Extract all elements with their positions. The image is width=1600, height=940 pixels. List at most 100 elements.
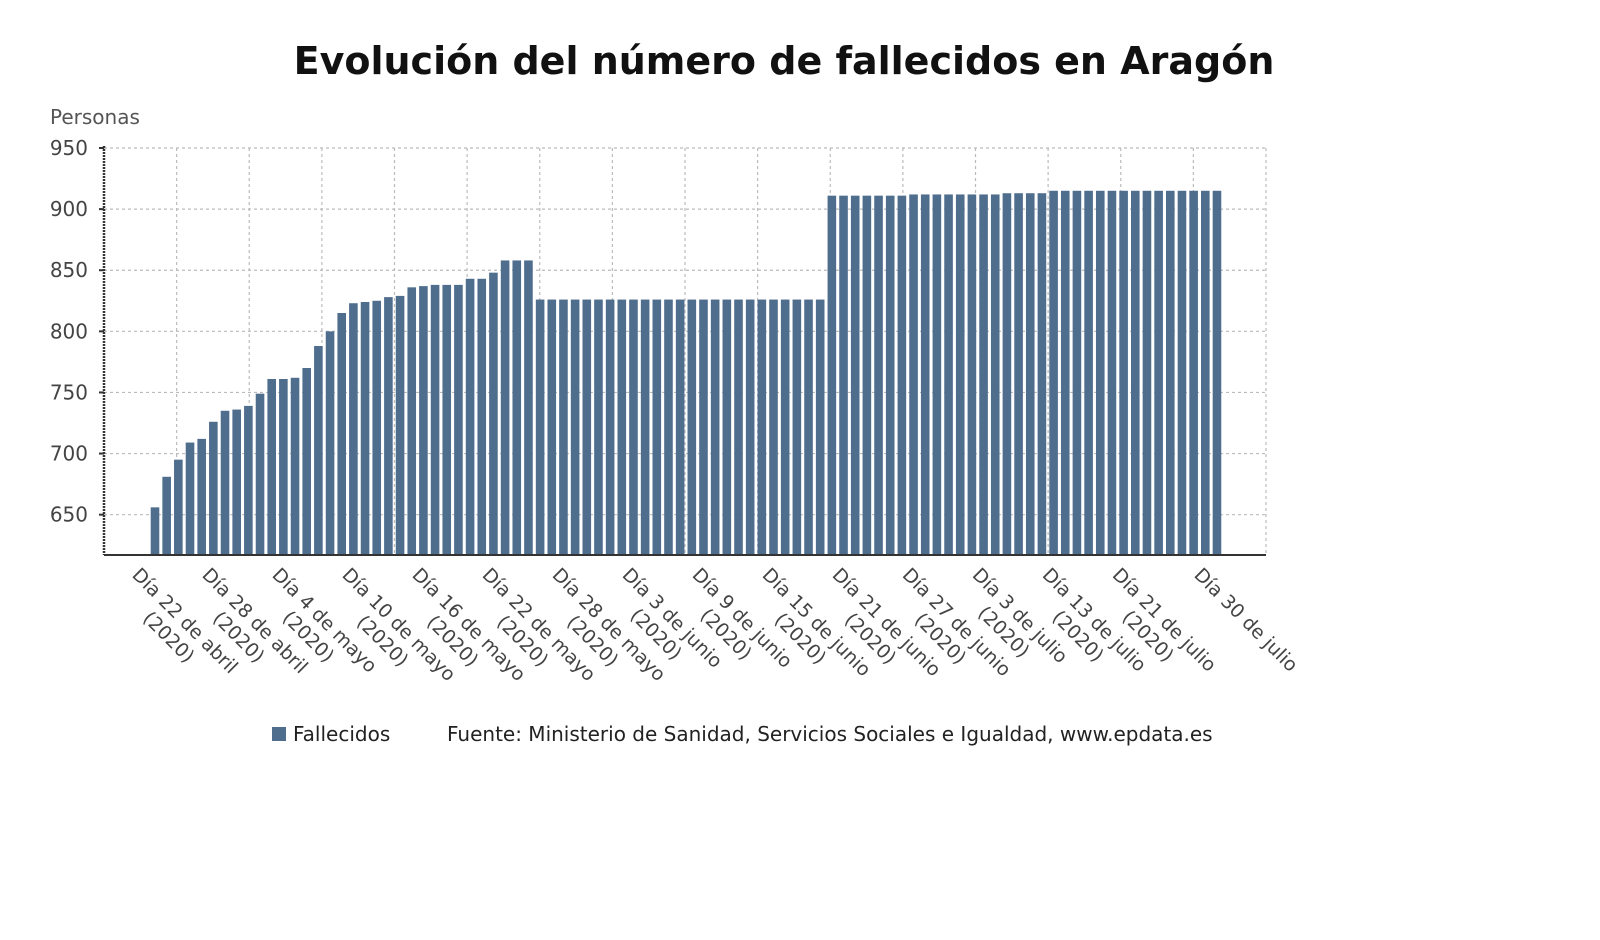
bar <box>605 299 615 555</box>
bar <box>1201 190 1210 555</box>
y-tick-label: 800 <box>50 319 88 343</box>
bar <box>1119 190 1128 555</box>
bar <box>827 195 837 555</box>
y-tick-label: 700 <box>50 442 88 466</box>
y-axis-label: Personas <box>50 105 140 129</box>
bar <box>465 278 475 555</box>
bar <box>629 299 638 555</box>
bar <box>232 409 241 555</box>
bar <box>675 299 685 555</box>
bar <box>500 260 510 555</box>
legend: Fallecidos Fuente: Ministerio de Sanidad… <box>272 722 1213 746</box>
bar <box>885 195 895 555</box>
bar <box>185 442 195 555</box>
chart-title: Evolución del número de fallecidos en Ar… <box>294 39 1275 83</box>
bar <box>839 195 848 555</box>
bar <box>617 299 627 555</box>
bar <box>1072 190 1082 555</box>
bar <box>745 299 755 555</box>
bar <box>162 476 171 555</box>
bar <box>489 272 498 555</box>
bar <box>1095 190 1105 555</box>
bar <box>990 194 1000 555</box>
bar <box>360 302 370 555</box>
bar <box>640 299 650 555</box>
bar <box>780 299 790 555</box>
source-note: Fuente: Ministerio de Sanidad, Servicios… <box>447 722 1213 746</box>
y-tick-label: 850 <box>50 258 88 282</box>
bar <box>652 299 662 555</box>
bar <box>1025 193 1035 555</box>
y-tick-labels: 650 700 750 800 850 900 950 <box>50 136 88 527</box>
bar <box>582 299 592 555</box>
bar <box>1165 190 1175 555</box>
bar <box>932 194 942 555</box>
bar <box>209 421 218 555</box>
bar <box>150 507 160 555</box>
bar <box>955 194 965 555</box>
bar <box>1154 190 1163 555</box>
y-tick-label: 950 <box>50 136 88 160</box>
bar <box>874 195 883 555</box>
bar <box>757 299 767 555</box>
bar <box>512 260 522 555</box>
bar <box>220 410 230 555</box>
bar <box>850 195 860 555</box>
bar <box>325 331 335 555</box>
y-tick-label: 750 <box>50 380 88 404</box>
bars <box>150 190 1222 555</box>
y-tick-label: 900 <box>50 197 88 221</box>
bar <box>267 379 276 555</box>
bar <box>290 377 300 555</box>
bar <box>1130 190 1140 555</box>
bar <box>967 194 977 555</box>
bar <box>395 295 405 555</box>
bar <box>547 299 557 555</box>
bar <box>559 299 568 555</box>
bar <box>174 459 183 555</box>
legend-label-fallecidos: Fallecidos <box>293 722 390 746</box>
bar <box>570 299 580 555</box>
bar <box>524 260 533 555</box>
bar <box>407 287 417 555</box>
bar <box>664 299 673 555</box>
bar <box>699 299 708 555</box>
axes <box>102 146 1266 556</box>
bar <box>920 194 930 555</box>
bar <box>454 284 463 555</box>
bar <box>372 300 382 555</box>
bar <box>442 284 452 555</box>
bar <box>1037 193 1047 555</box>
bar <box>687 299 697 555</box>
bar <box>804 299 813 555</box>
bar <box>337 313 347 555</box>
bar <box>979 194 988 555</box>
bar <box>302 368 312 555</box>
bar <box>944 194 953 555</box>
bar <box>279 379 288 555</box>
legend-swatch-fallecidos <box>272 727 286 741</box>
bar <box>384 297 393 555</box>
bar <box>897 195 907 555</box>
bar <box>244 405 253 555</box>
bar <box>255 393 265 555</box>
bar <box>477 278 487 555</box>
bar <box>1049 190 1058 555</box>
bar <box>197 438 206 555</box>
bar <box>722 299 732 555</box>
x-tick-labels: Día 22 de abril(2020) Día 28 de abril(202… <box>128 564 1302 686</box>
bar <box>792 299 802 555</box>
bar <box>1177 190 1187 555</box>
y-tick-label: 650 <box>50 503 88 527</box>
bar <box>815 299 825 555</box>
bar <box>909 194 918 555</box>
bar <box>862 195 872 555</box>
bar <box>734 299 743 555</box>
bar <box>1189 190 1198 555</box>
bar <box>1142 190 1152 555</box>
bar <box>1212 190 1222 555</box>
bar <box>1002 193 1012 555</box>
bar <box>1014 193 1023 555</box>
bar <box>419 286 428 555</box>
